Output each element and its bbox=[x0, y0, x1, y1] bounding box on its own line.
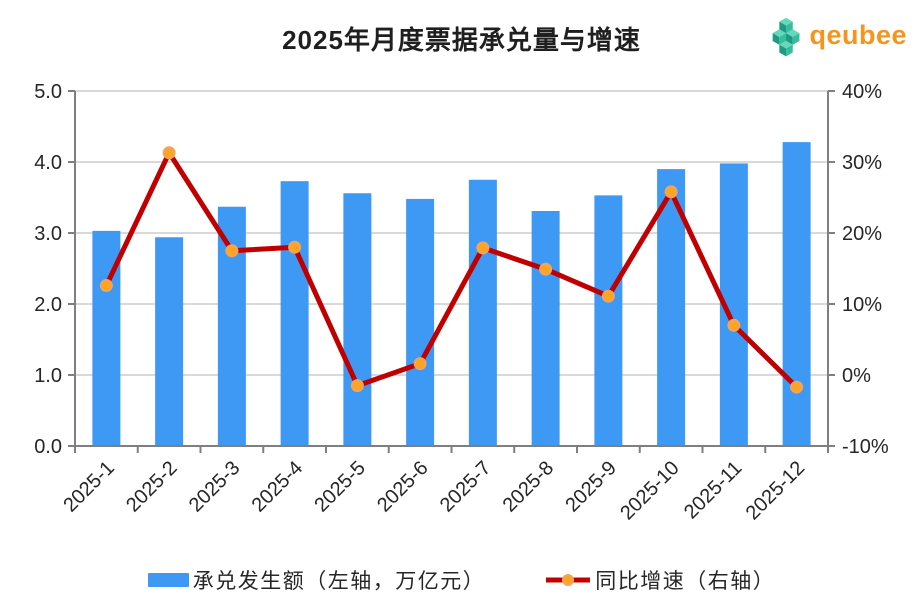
x-axis-label: 2025-7 bbox=[436, 457, 496, 517]
cube-face bbox=[773, 29, 787, 37]
page-title: 2025年月度票据承兑量与增速 bbox=[282, 25, 641, 55]
chart-legend: 承兑发生额（左轴，万亿元） 同比增速（右轴） bbox=[0, 565, 923, 595]
legend-marker-glyph bbox=[562, 574, 575, 586]
x-axis-label: 2025-11 bbox=[680, 457, 746, 523]
bar-series-swatch bbox=[147, 573, 189, 587]
bar-2025-9 bbox=[594, 195, 623, 446]
cube-face bbox=[779, 17, 794, 26]
right-axis-label: 0% bbox=[842, 365, 871, 387]
growth-marker-2025-6 bbox=[413, 357, 427, 371]
growth-marker-2025-12 bbox=[790, 380, 804, 394]
growth-marker-2025-8 bbox=[539, 262, 553, 276]
x-axis-label: 2025-6 bbox=[373, 457, 433, 517]
left-axis-label: 3.0 bbox=[34, 223, 62, 245]
left-axis-label: 5.0 bbox=[34, 81, 62, 103]
right-axis-label: 40% bbox=[842, 81, 882, 103]
cube-cluster-icon bbox=[773, 17, 800, 57]
left-axis-label: 1.0 bbox=[34, 365, 62, 387]
qeubee-logo: qeubee bbox=[770, 13, 907, 57]
growth-marker-2025-2 bbox=[162, 146, 176, 160]
x-axis-label: 2025-10 bbox=[616, 457, 683, 524]
legend-item-line-series: 同比增速（右轴） bbox=[545, 565, 775, 595]
right-axis-label: 10% bbox=[842, 294, 882, 316]
bar-2025-12 bbox=[782, 142, 811, 446]
left-axis-label: 4.0 bbox=[34, 152, 62, 174]
left-axis-label: 2.0 bbox=[34, 294, 62, 316]
growth-marker-2025-5 bbox=[350, 379, 364, 393]
x-axis-label: 2025-9 bbox=[561, 457, 621, 517]
growth-marker-2025-10 bbox=[664, 185, 678, 199]
cube-face bbox=[793, 33, 800, 45]
growth-line bbox=[103, 150, 800, 390]
x-axis-label: 2025-1 bbox=[59, 457, 119, 517]
growth-marker-2025-11 bbox=[727, 318, 741, 332]
cube-face bbox=[779, 44, 787, 57]
combo-chart: 5.0 4.0 3.0 2.0 1.0 0.0 40% 30% 20% 10% 0% -10% 2025… bbox=[34, 81, 889, 524]
bar-2025-8 bbox=[531, 210, 560, 446]
x-axis-label: 2025-4 bbox=[248, 457, 308, 517]
cube-face bbox=[786, 29, 800, 37]
x-axis-label: 2025-2 bbox=[122, 457, 182, 517]
x-axis-label: 2025-8 bbox=[499, 457, 559, 517]
right-axis-label: -10% bbox=[842, 436, 889, 458]
bar-2025-4 bbox=[280, 181, 309, 447]
x-axis-label: 2025-5 bbox=[310, 457, 370, 517]
bar-2025-2 bbox=[155, 237, 184, 446]
bar-2025-3 bbox=[217, 206, 246, 446]
growth-marker-2025-1 bbox=[99, 279, 113, 293]
growth-marker-2025-3 bbox=[225, 244, 239, 258]
cube-face bbox=[786, 44, 794, 57]
cube-face bbox=[773, 33, 780, 45]
logo-wordmark: qeubee bbox=[809, 19, 907, 50]
x-axis-label: 2025-3 bbox=[185, 457, 245, 517]
line-series-label: 同比增速（右轴） bbox=[595, 570, 776, 593]
growth-marker-2025-4 bbox=[288, 240, 302, 254]
bar-2025-6 bbox=[406, 198, 435, 446]
left-axis-label: 0.0 bbox=[34, 436, 62, 458]
right-axis-label: 20% bbox=[842, 223, 882, 245]
bar-2025-7 bbox=[468, 179, 497, 446]
growth-marker-2025-9 bbox=[601, 289, 615, 303]
growth-marker-2025-7 bbox=[476, 241, 490, 255]
bar-series-label: 承兑发生额（左轴，万亿元） bbox=[192, 570, 486, 593]
legend-item-bar-series: 承兑发生额（左轴，万亿元） bbox=[147, 565, 486, 595]
x-axis-label: 2025-12 bbox=[742, 457, 809, 524]
right-axis-label: 30% bbox=[842, 152, 882, 174]
line-series-swatch bbox=[546, 574, 591, 586]
cube-face bbox=[779, 40, 794, 49]
bar-2025-5 bbox=[343, 193, 372, 446]
